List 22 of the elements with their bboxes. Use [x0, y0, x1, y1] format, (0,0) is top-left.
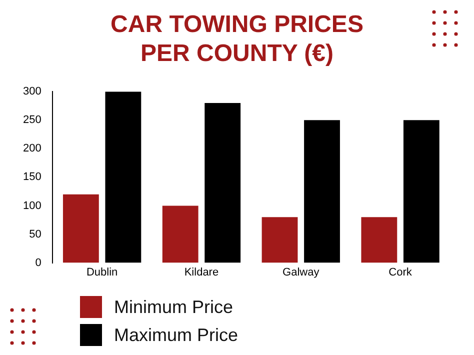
x-tick-label: Cork	[388, 266, 412, 278]
legend-label: Maximum Price	[114, 324, 238, 346]
x-tick-label: Kildare	[184, 266, 219, 278]
y-tick-label: 100	[22, 200, 42, 212]
bar	[162, 206, 198, 263]
y-tick-label: 200	[22, 142, 42, 155]
bar	[262, 217, 298, 263]
chart-title: CAR TOWING PRICES PER COUNTY (€)	[110, 10, 364, 68]
bar	[304, 120, 340, 263]
y-tick-label: 50	[29, 228, 42, 240]
bar	[105, 92, 142, 263]
y-tick-label: 0	[35, 256, 42, 269]
x-tick-label: Galway	[282, 266, 320, 278]
y-tick-label: 300	[22, 86, 42, 98]
x-tick-label: Dublin	[86, 266, 118, 278]
bar	[62, 194, 99, 263]
legend-label: Minimum Price	[114, 296, 234, 318]
bar	[361, 217, 398, 263]
bar	[204, 103, 241, 263]
bar	[403, 120, 440, 263]
y-tick-label: 250	[22, 114, 42, 126]
y-tick-label: 150	[22, 171, 42, 184]
